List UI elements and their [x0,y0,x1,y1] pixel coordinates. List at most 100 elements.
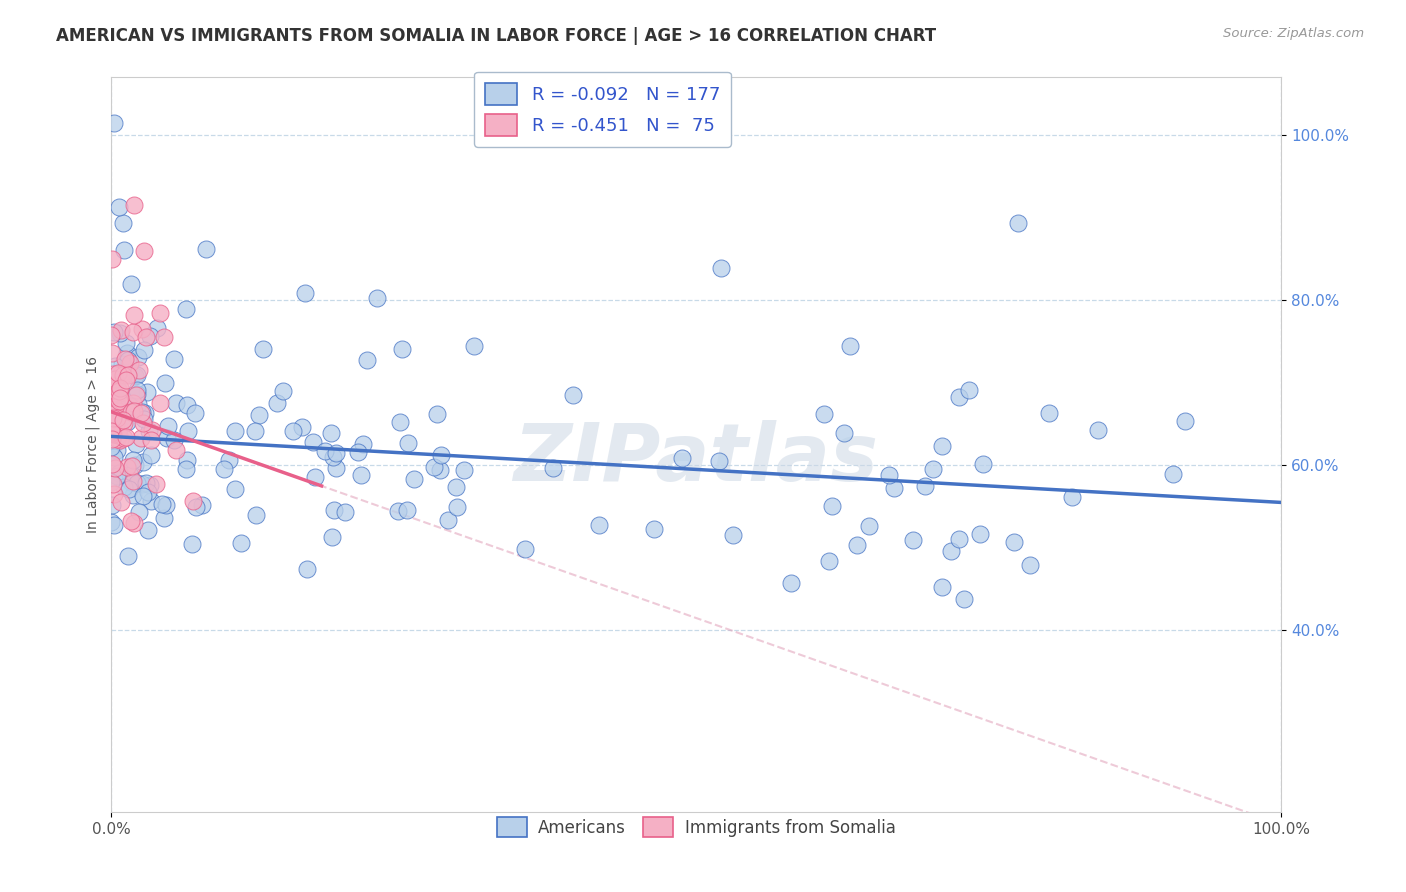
Point [125,387,148,401]
Point [139,448,162,462]
Point [319,426,342,441]
Point [437,513,460,527]
Point [245,508,267,522]
Point [294,285,316,300]
Point [105,411,128,425]
Point [396,436,419,450]
Point [153,376,176,391]
Point [112,413,135,427]
Text: AMERICAN VS IMMIGRANTS FROM SOMALIA IN LABOR FORCE | AGE > 16 CORRELATION CHART: AMERICAN VS IMMIGRANTS FROM SOMALIA IN L… [56,27,936,45]
Point [117,459,139,474]
Point [115,415,138,429]
Point [153,511,176,525]
Point [914,479,936,493]
Point [132,455,155,469]
Point [127,397,149,411]
Point [112,368,135,383]
Point [107,428,129,442]
Point [948,533,970,547]
Point [325,446,347,460]
Point [446,500,468,514]
Point [132,416,155,430]
Point [422,459,444,474]
Point [100,374,122,388]
Point [1174,414,1197,428]
Point [122,488,145,502]
Point [429,463,451,477]
Point [165,396,187,410]
Point [112,243,135,257]
Point [107,420,129,434]
Point [129,406,152,420]
Point [135,330,157,344]
Point [103,116,125,130]
Point [145,321,167,335]
Point [125,368,148,383]
Point [115,373,138,387]
Point [122,516,145,530]
Point [138,424,160,438]
Point [127,475,149,490]
Point [333,505,356,519]
Point [101,411,124,425]
Point [128,350,150,364]
Point [107,428,129,442]
Point [120,356,142,370]
Point [100,388,122,402]
Point [110,357,132,371]
Point [212,462,235,476]
Y-axis label: In Labor Force | Age > 16: In Labor Force | Age > 16 [86,356,100,533]
Point [114,365,136,379]
Point [112,431,135,445]
Point [103,450,125,464]
Point [150,497,173,511]
Point [125,437,148,451]
Point [128,505,150,519]
Point [117,353,139,368]
Point [115,335,138,350]
Point [177,424,200,438]
Point [366,291,388,305]
Point [883,481,905,495]
Point [107,419,129,434]
Point [283,424,305,438]
Point [103,518,125,533]
Point [131,476,153,491]
Point [562,388,585,402]
Point [108,434,131,448]
Point [513,541,536,556]
Point [101,457,124,471]
Point [121,458,143,473]
Point [271,384,294,398]
Point [114,352,136,367]
Point [108,365,131,379]
Point [103,383,125,397]
Point [121,326,143,340]
Point [322,502,344,516]
Point [301,434,323,449]
Point [108,326,131,340]
Point [101,398,124,412]
Point [112,216,135,230]
Point [108,200,131,214]
Point [129,431,152,445]
Point [134,406,156,420]
Point [165,442,187,457]
Point [426,407,449,421]
Point [121,453,143,467]
Point [100,440,122,454]
Point [105,442,128,457]
Point [156,431,179,445]
Point [108,413,131,427]
Point [153,329,176,343]
Point [838,339,860,353]
Point [131,322,153,336]
Point [322,450,344,465]
Point [321,530,343,544]
Point [252,342,274,356]
Point [122,404,145,418]
Point [139,477,162,491]
Point [832,425,855,440]
Point [957,383,980,397]
Point [108,393,131,408]
